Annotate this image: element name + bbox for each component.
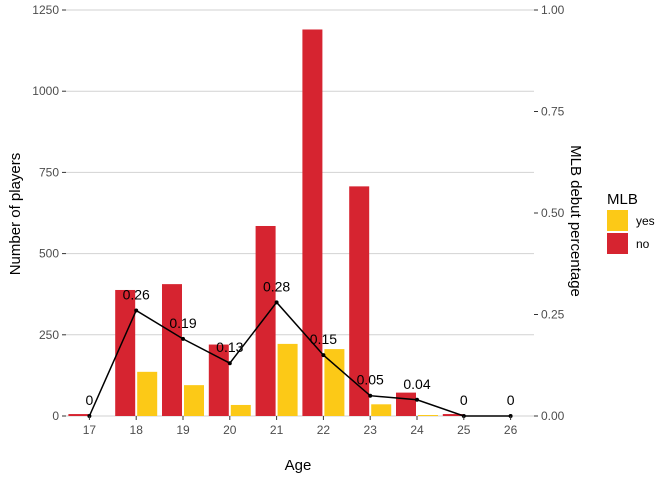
debut-point-19 [181, 336, 185, 341]
bar-no-21 [255, 225, 276, 416]
bar-no-25 [442, 414, 463, 416]
bar-no-22 [302, 29, 323, 416]
x-tick-label: 17 [83, 423, 97, 437]
debut-point-21 [274, 300, 279, 305]
legend-label-yes: yes [636, 214, 655, 228]
y2-tick-label: 0.00 [541, 409, 565, 423]
debut-label-18: 0.26 [123, 286, 150, 302]
bar-yes-18 [137, 371, 158, 416]
legend: MLB yes no [607, 191, 655, 254]
legend-title: MLB [607, 191, 638, 208]
bar-yes-21 [277, 343, 298, 416]
debut-percentage-line [87, 300, 513, 418]
x-tick-label: 25 [457, 423, 471, 437]
bars [68, 29, 463, 416]
debut-line-path [88, 301, 511, 417]
y2-tick-label: 1.00 [541, 3, 565, 17]
legend-label-no: no [636, 237, 650, 251]
data-labels: 0 0.26 0.19 0.13 0.28 0.15 0.05 0.04 0 0 [86, 278, 515, 408]
y2-axis-ticks: 0.00 0.25 0.50 0.75 1.00 [534, 3, 565, 423]
grid-lines [66, 9, 534, 417]
debut-point-20 [227, 361, 232, 366]
x-tick-label: 24 [410, 423, 424, 437]
y-tick-label: 500 [39, 247, 59, 261]
debut-label-17: 0 [86, 392, 94, 408]
debut-label-23: 0.05 [357, 372, 384, 388]
debut-point-22 [321, 353, 326, 358]
y-tick-label: 1250 [32, 3, 59, 17]
y-tick-label: 1000 [32, 84, 59, 98]
debut-label-21: 0.28 [263, 278, 290, 294]
bar-yes-23 [371, 404, 392, 416]
bar-no-18 [115, 289, 136, 416]
debut-label-20: 0.13 [216, 339, 243, 355]
bar-yes-24 [418, 415, 438, 416]
y-tick-label: 750 [39, 165, 59, 179]
x-axis-ticks: 17 18 19 20 21 22 23 24 25 26 [83, 416, 518, 437]
debut-label-25: 0 [460, 392, 468, 408]
debut-point-23 [368, 393, 373, 398]
bar-no-19 [162, 284, 182, 416]
bar-no-20 [208, 344, 229, 416]
debut-point-18 [134, 308, 139, 313]
debut-point-24 [415, 397, 419, 402]
bar-yes-22 [324, 349, 345, 416]
bar-no-24 [396, 392, 416, 416]
x-tick-label: 26 [504, 423, 518, 437]
y2-tick-label: 0.50 [541, 206, 565, 220]
y2-tick-label: 0.75 [541, 105, 565, 119]
y-axis-title: Number of players [7, 153, 24, 276]
x-tick-label: 23 [364, 423, 378, 437]
debut-label-22: 0.15 [310, 331, 337, 347]
bar-yes-19 [184, 385, 204, 416]
x-tick-label: 19 [176, 423, 190, 437]
y-tick-label: 0 [52, 409, 59, 423]
bar-yes-20 [230, 404, 251, 416]
x-tick-label: 18 [130, 423, 144, 437]
x-axis-title: Age [285, 457, 312, 474]
y-tick-label: 250 [39, 328, 59, 342]
legend-key-yes [607, 210, 628, 231]
debut-label-26: 0 [507, 392, 515, 408]
x-tick-label: 20 [223, 423, 237, 437]
x-tick-label: 21 [270, 423, 284, 437]
debut-label-19: 0.19 [169, 315, 196, 331]
bar-no-23 [349, 186, 370, 416]
bar-no-17 [68, 414, 89, 416]
y2-axis-title: MLB debut percentage [567, 145, 584, 297]
legend-key-no [607, 233, 628, 254]
debut-label-24: 0.04 [403, 376, 430, 392]
y-axis-ticks: 0 250 500 750 1000 1250 [32, 3, 66, 423]
x-tick-label: 22 [317, 423, 331, 437]
y2-tick-label: 0.25 [541, 308, 565, 322]
